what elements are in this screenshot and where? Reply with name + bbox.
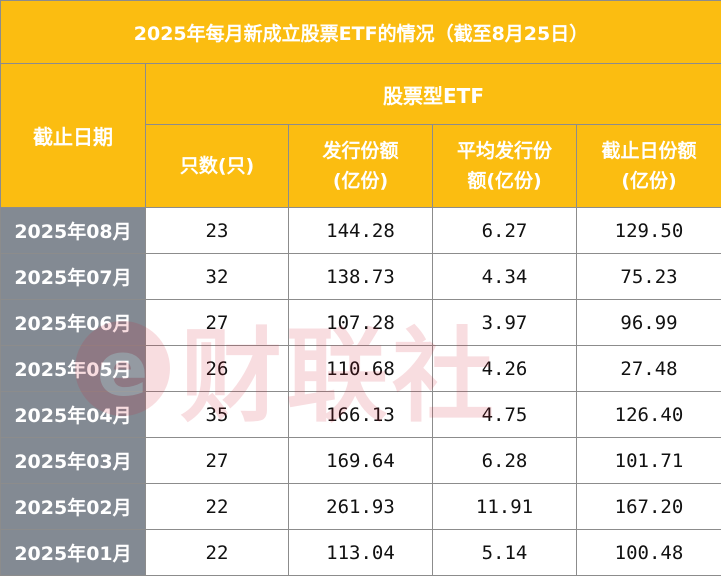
avg-column-header: 平均发行份 额(亿份) bbox=[433, 125, 577, 208]
issue-header-line2: (亿份) bbox=[289, 166, 432, 196]
count-column-header: 只数(只) bbox=[146, 125, 289, 208]
current-cell: 75.23 bbox=[577, 254, 721, 300]
date-cell: 2025年01月 bbox=[1, 530, 146, 576]
count-cell: 26 bbox=[146, 346, 289, 392]
avg-cell: 6.27 bbox=[433, 208, 577, 254]
count-cell: 27 bbox=[146, 300, 289, 346]
avg-cell: 4.26 bbox=[433, 346, 577, 392]
current-cell: 27.48 bbox=[577, 346, 721, 392]
issue-cell: 113.04 bbox=[289, 530, 433, 576]
issue-cell: 110.68 bbox=[289, 346, 433, 392]
title-row: 2025年每月新成立股票ETF的情况（截至8月25日） bbox=[1, 1, 721, 64]
table-row: 2025年07月 32 138.73 4.34 75.23 bbox=[1, 254, 721, 300]
table-row: 2025年05月 26 110.68 4.26 27.48 bbox=[1, 346, 721, 392]
issue-cell: 166.13 bbox=[289, 392, 433, 438]
count-cell: 35 bbox=[146, 392, 289, 438]
table-row: 2025年02月 22 261.93 11.91 167.20 bbox=[1, 484, 721, 530]
current-cell: 167.20 bbox=[577, 484, 721, 530]
issue-cell: 261.93 bbox=[289, 484, 433, 530]
current-column-header: 截止日份额 (亿份) bbox=[577, 125, 721, 208]
current-cell: 100.48 bbox=[577, 530, 721, 576]
table-row: 2025年06月 27 107.28 3.97 96.99 bbox=[1, 300, 721, 346]
date-cell: 2025年07月 bbox=[1, 254, 146, 300]
issue-cell: 107.28 bbox=[289, 300, 433, 346]
date-column-header: 截止日期 bbox=[1, 64, 146, 208]
avg-cell: 4.75 bbox=[433, 392, 577, 438]
group-header: 股票型ETF bbox=[146, 64, 721, 125]
current-cell: 96.99 bbox=[577, 300, 721, 346]
group-header-row: 截止日期 股票型ETF bbox=[1, 64, 721, 125]
issue-cell: 144.28 bbox=[289, 208, 433, 254]
date-cell: 2025年03月 bbox=[1, 438, 146, 484]
table-row: 2025年04月 35 166.13 4.75 126.40 bbox=[1, 392, 721, 438]
date-cell: 2025年05月 bbox=[1, 346, 146, 392]
issue-cell: 169.64 bbox=[289, 438, 433, 484]
issue-header-line1: 发行份额 bbox=[289, 136, 432, 166]
avg-header-line2: 额(亿份) bbox=[433, 166, 576, 196]
table-row: 2025年03月 27 169.64 6.28 101.71 bbox=[1, 438, 721, 484]
table-title: 2025年每月新成立股票ETF的情况（截至8月25日） bbox=[1, 1, 721, 64]
issue-cell: 138.73 bbox=[289, 254, 433, 300]
count-cell: 23 bbox=[146, 208, 289, 254]
current-cell: 126.40 bbox=[577, 392, 721, 438]
issue-column-header: 发行份额 (亿份) bbox=[289, 125, 433, 208]
avg-cell: 3.97 bbox=[433, 300, 577, 346]
date-cell: 2025年02月 bbox=[1, 484, 146, 530]
avg-cell: 11.91 bbox=[433, 484, 577, 530]
date-cell: 2025年08月 bbox=[1, 208, 146, 254]
current-cell: 101.71 bbox=[577, 438, 721, 484]
current-cell: 129.50 bbox=[577, 208, 721, 254]
table-row: 2025年08月 23 144.28 6.27 129.50 bbox=[1, 208, 721, 254]
table-row: 2025年01月 22 113.04 5.14 100.48 bbox=[1, 530, 721, 576]
current-header-line1: 截止日份额 bbox=[577, 136, 721, 166]
avg-header-line1: 平均发行份 bbox=[433, 136, 576, 166]
current-header-line2: (亿份) bbox=[577, 166, 721, 196]
avg-cell: 5.14 bbox=[433, 530, 577, 576]
avg-cell: 6.28 bbox=[433, 438, 577, 484]
date-cell: 2025年04月 bbox=[1, 392, 146, 438]
date-cell: 2025年06月 bbox=[1, 300, 146, 346]
avg-cell: 4.34 bbox=[433, 254, 577, 300]
count-cell: 22 bbox=[146, 530, 289, 576]
count-cell: 22 bbox=[146, 484, 289, 530]
count-cell: 27 bbox=[146, 438, 289, 484]
count-cell: 32 bbox=[146, 254, 289, 300]
